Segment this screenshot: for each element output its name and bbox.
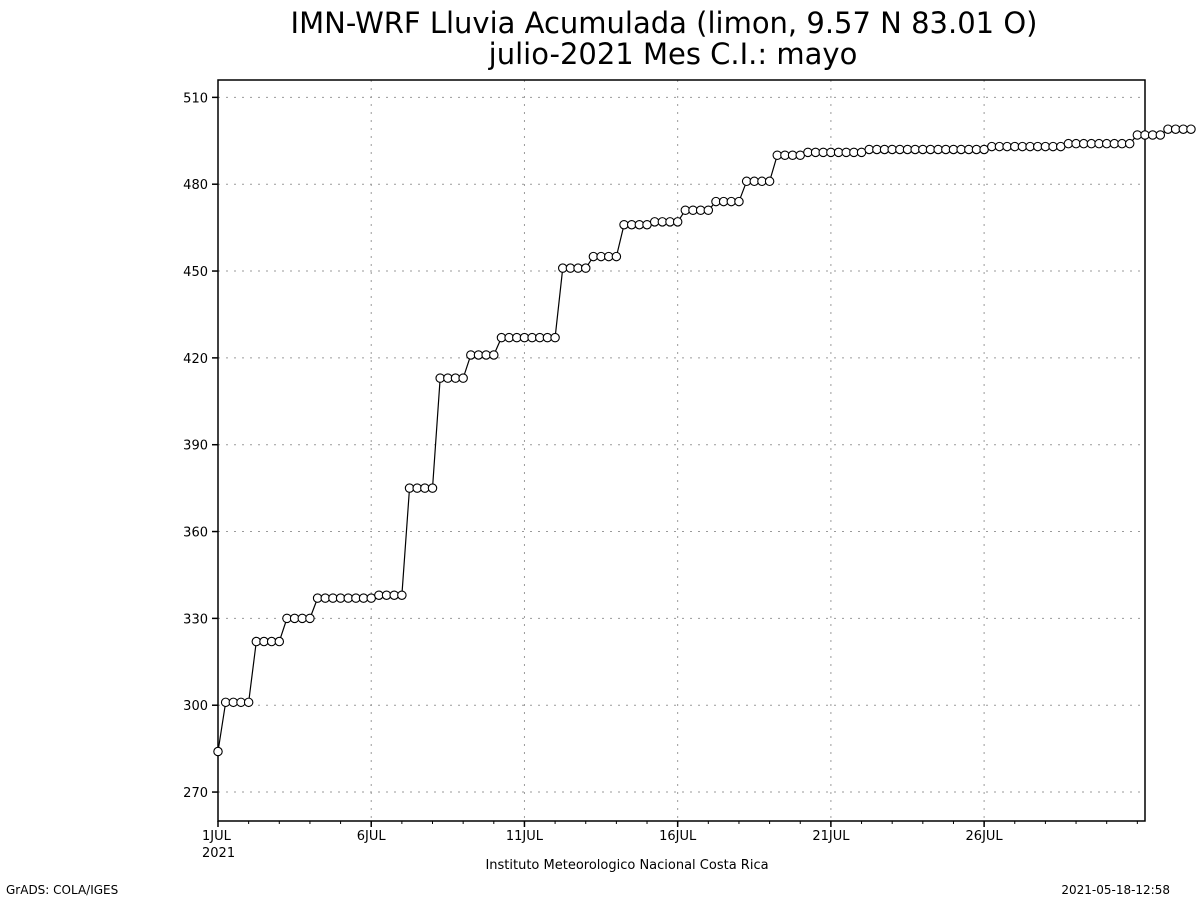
y-axis: 270 300 330 360 390 420 450 480 510 bbox=[183, 91, 218, 801]
grid bbox=[218, 80, 1145, 821]
data-point-68 bbox=[734, 196, 744, 207]
x-tick-label-0: 1JUL bbox=[202, 829, 232, 844]
x-axis-label: Instituto Meteorologico Nacional Costa R… bbox=[485, 858, 768, 873]
data-point-127 bbox=[1186, 124, 1196, 134]
y-tick-label-7: 480 bbox=[183, 178, 208, 193]
chart-subtitle: julio-2021 Mes C.I.: mayo bbox=[488, 37, 858, 71]
x-axis: 1JUL 2021 6JUL 11JUL 16JUL 21JUL 26JUL bbox=[202, 821, 1138, 861]
x-tick-label-1: 6JUL bbox=[357, 829, 387, 844]
y-tick-label-3: 360 bbox=[183, 526, 208, 541]
data-point-123 bbox=[1155, 130, 1166, 140]
chart-title: IMN-WRF Lluvia Acumulada (limon, 9.57 N … bbox=[291, 6, 1038, 40]
x-tick-sublabel-0: 2021 bbox=[202, 846, 235, 861]
data-point-4 bbox=[243, 697, 254, 708]
data-point-36 bbox=[489, 350, 499, 360]
x-tick-label-3: 16JUL bbox=[659, 829, 697, 844]
timestamp: 2021-05-18-12:58 bbox=[1061, 883, 1170, 897]
series-accumulated-rain bbox=[213, 124, 1196, 757]
y-tick-label-8: 510 bbox=[183, 91, 208, 106]
data-point-12 bbox=[305, 613, 315, 624]
data-point-64 bbox=[703, 205, 714, 216]
data-point-32 bbox=[458, 373, 468, 383]
y-tick-label-4: 390 bbox=[183, 439, 208, 454]
x-tick-label-2: 11JUL bbox=[506, 829, 544, 844]
x-tick-label-5: 26JUL bbox=[966, 829, 1004, 844]
data-point-72 bbox=[764, 176, 775, 187]
plot-frame bbox=[217, 79, 1146, 822]
data-point-24 bbox=[397, 590, 407, 600]
data-point-60 bbox=[672, 217, 683, 227]
data-point-119 bbox=[1124, 138, 1135, 149]
y-tick-label-5: 420 bbox=[183, 352, 208, 367]
y-tick-label-2: 330 bbox=[183, 612, 208, 627]
series-line-0 bbox=[217, 128, 1191, 752]
data-point-28 bbox=[427, 483, 438, 493]
credit-grads: GrADS: COLA/IGES bbox=[6, 883, 118, 897]
y-tick-label-0: 270 bbox=[183, 786, 208, 801]
data-point-48 bbox=[580, 263, 591, 273]
data-point-44 bbox=[550, 332, 560, 343]
x-tick-label-4: 21JUL bbox=[812, 829, 850, 844]
y-tick-label-1: 300 bbox=[183, 699, 208, 714]
data-point-8 bbox=[274, 636, 285, 647]
y-tick-label-6: 450 bbox=[183, 265, 208, 280]
data-point-52 bbox=[611, 251, 622, 262]
data-point-0 bbox=[213, 746, 223, 757]
